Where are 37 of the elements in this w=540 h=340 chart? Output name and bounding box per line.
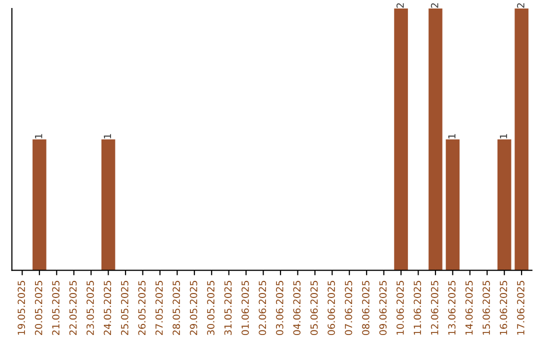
data-label: 2 — [517, 3, 524, 8]
x-tick-label: 09.06.2025 — [379, 280, 387, 336]
data-label: 1 — [104, 134, 111, 138]
x-tick-label: 27.05.2025 — [155, 280, 163, 335]
x-tick-label: 15.06.2025 — [482, 280, 490, 335]
x-tick-label: 03.06.2025 — [276, 280, 284, 336]
x-tick-label: 16.06.2025 — [500, 280, 508, 335]
x-tick-label: 14.06.2025 — [465, 280, 473, 335]
x-tick-label: 20.05.2025 — [34, 280, 42, 335]
x-tick-label: 22.05.2025 — [69, 280, 77, 335]
x-tick-label: 28.05.2025 — [172, 280, 180, 335]
x-tick-label: 26.05.2025 — [138, 280, 146, 335]
x-tick-label: 10.06.2025 — [396, 280, 404, 335]
x-tick-label: 02.06.2025 — [258, 280, 266, 336]
x-tick-label: 17.06.2025 — [517, 280, 524, 335]
x-tick-label: 21.05.2025 — [52, 280, 60, 335]
data-label: 2 — [430, 3, 438, 8]
data-label: 1 — [35, 134, 42, 138]
x-tick-label: 25.05.2025 — [120, 280, 128, 335]
x-tick-label: 12.06.2025 — [430, 280, 438, 335]
x-tick-label: 04.06.2025 — [293, 280, 301, 336]
data-label: 2 — [396, 3, 404, 8]
x-tick-label: 11.06.2025 — [414, 280, 422, 335]
x-tick-label: 19.05.2025 — [18, 280, 26, 335]
data-label: 1 — [500, 134, 508, 138]
x-tick-label: 24.05.2025 — [104, 280, 112, 335]
data-label: 1 — [448, 134, 456, 138]
x-tick-label: 07.06.2025 — [344, 280, 352, 336]
x-tick-label: 30.05.2025 — [207, 280, 214, 335]
x-tick-label: 13.06.2025 — [448, 280, 456, 335]
x-tick-label: 08.06.2025 — [362, 280, 370, 336]
x-tick-label: 23.05.2025 — [86, 280, 94, 335]
x-tick-label: 05.06.2025 — [310, 280, 318, 336]
x-tick-label: 31.05.2025 — [224, 280, 232, 335]
x-tick-label: 06.06.2025 — [328, 280, 335, 336]
x-tick-label: 01.06.2025 — [242, 280, 249, 336]
x-tick-label: 29.05.2025 — [190, 280, 198, 335]
